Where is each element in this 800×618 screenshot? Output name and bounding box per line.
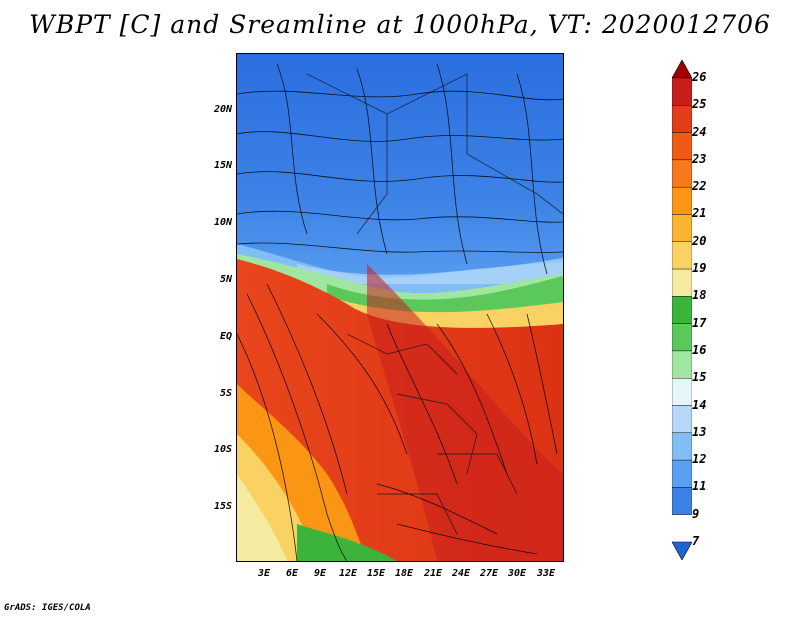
colorbar-label: 15 (692, 370, 707, 385)
colorbar-segment (672, 378, 692, 406)
colorbar-segment (672, 105, 692, 133)
lon-label-15e: 15E (366, 568, 386, 579)
map-title: WBPT [C] and Sreamline at 1000hPa, VT: 2… (29, 10, 771, 39)
colorbar-segment (672, 350, 692, 379)
lon-label-18e: 18E (394, 568, 414, 579)
colorbar-label: 25 (692, 97, 707, 112)
colorbar-bottom-arrow (672, 541, 692, 560)
lat-label-10n: 10N (213, 217, 232, 228)
lon-label-9e: 9E (313, 568, 327, 579)
colorbar-segment (672, 405, 692, 434)
colorbar-segment (672, 159, 692, 188)
colorbar-segment (672, 241, 692, 270)
colorbar-label: 21 (692, 206, 707, 221)
colorbar-label: 26 (692, 70, 707, 84)
colorbar-segment (672, 214, 692, 242)
colorbar-top-arrow (672, 60, 692, 79)
colorbar-segment (672, 186, 692, 215)
lon-label-21e: 21E (423, 568, 443, 579)
colorbar-label: 11 (692, 479, 707, 494)
colorbar-segment (672, 268, 692, 297)
colorbar-label: 22 (692, 179, 707, 194)
colorbar-segment (672, 77, 692, 106)
lat-label-10s: 10S (213, 444, 232, 455)
lon-label-12e: 12E (338, 568, 358, 579)
colorbar-label: 20 (692, 233, 707, 248)
lon-label-33e: 33E (536, 568, 556, 579)
wbpt-field-map (237, 54, 563, 561)
lat-label-5s: 5S (219, 388, 232, 399)
lat-label-15n: 15N (213, 160, 232, 171)
colorbar-segment (672, 132, 692, 161)
colorbar-label: 7 (692, 534, 700, 548)
lat-label-5n: 5N (219, 274, 232, 285)
lon-label-24e: 24E (451, 568, 471, 579)
footer-credit: GrADS: IGES/COLA (4, 603, 91, 613)
colorbar-label: 13 (692, 424, 707, 439)
lat-label-20n: 20N (213, 104, 232, 115)
colorbar-label: 19 (692, 261, 707, 276)
lon-label-6e: 6E (285, 568, 299, 579)
colorbar-segment (672, 323, 692, 352)
lat-label-eq: EQ (219, 331, 232, 342)
colorbar-label: 16 (692, 342, 707, 357)
colorbar-segment (672, 487, 692, 515)
colorbar-segment (672, 459, 692, 488)
colorbar-label: 14 (692, 397, 707, 412)
colorbar-label: 18 (692, 288, 707, 303)
lon-label-3e: 3E (257, 568, 271, 579)
map-panel (236, 53, 564, 562)
colorbar-label: 24 (692, 124, 707, 139)
colorbar (672, 60, 692, 560)
lon-label-27e: 27E (479, 568, 499, 579)
colorbar-label: 12 (692, 452, 707, 467)
colorbar-label: 23 (692, 151, 707, 166)
colorbar-label: 9 (692, 506, 700, 521)
colorbar-label: 17 (692, 315, 707, 330)
colorbar-segment (672, 432, 692, 461)
lon-label-30e: 30E (507, 568, 527, 579)
colorbar-segment (672, 296, 692, 324)
lat-label-15s: 15S (213, 501, 232, 512)
